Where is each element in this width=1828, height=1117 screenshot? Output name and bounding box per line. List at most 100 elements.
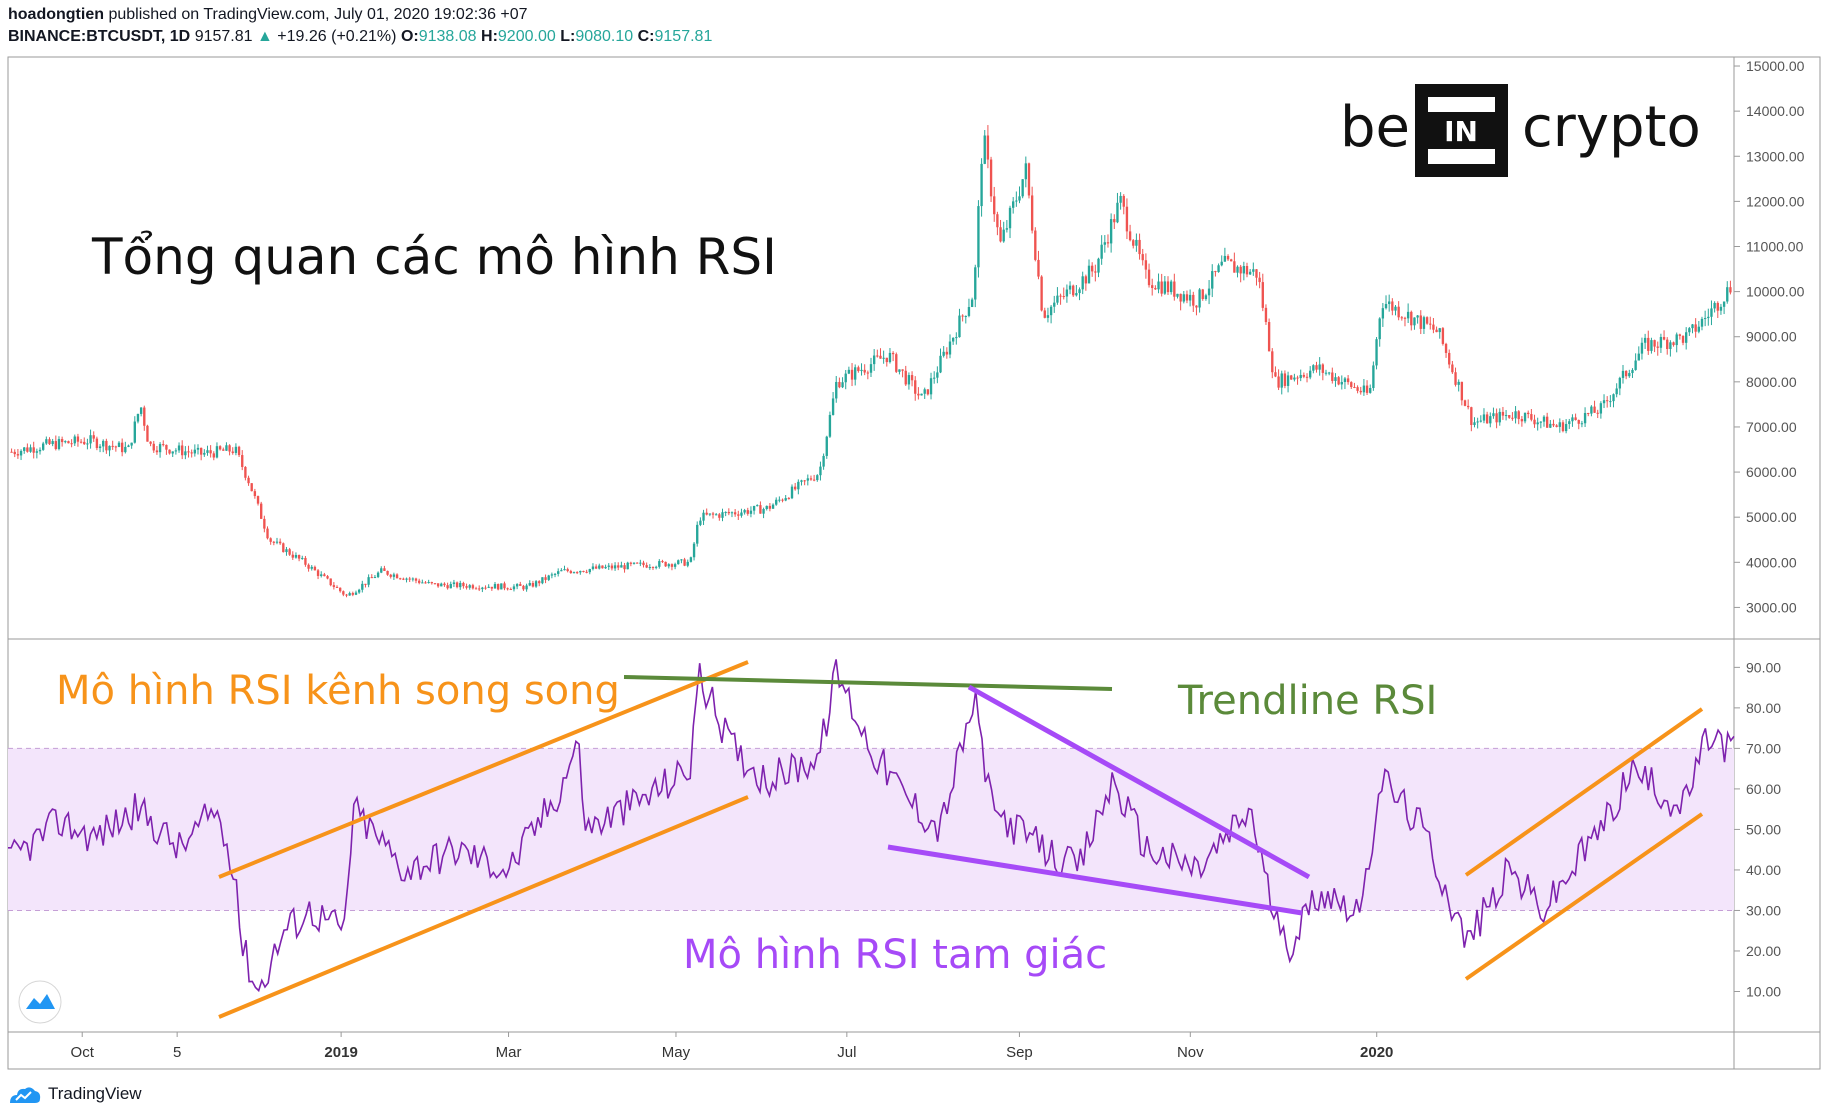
candle-body — [1078, 289, 1081, 294]
time-tick-label: May — [662, 1044, 691, 1061]
candle-body — [1681, 335, 1685, 343]
candle-body — [683, 559, 686, 566]
candle-body — [424, 582, 427, 584]
candle-body — [1558, 422, 1561, 427]
candle-body — [361, 583, 364, 590]
candle-body — [92, 435, 95, 439]
author-name[interactable]: hoadongtien — [8, 6, 104, 23]
candle-body — [1220, 261, 1223, 266]
candle-body — [1574, 417, 1577, 421]
candle-body — [1192, 294, 1195, 306]
candle-body — [399, 578, 402, 580]
candle-body — [237, 446, 241, 456]
tv-watermark-button[interactable] — [18, 980, 62, 1024]
candle-body — [1561, 422, 1565, 432]
candle-body — [165, 444, 168, 450]
candle-body — [1280, 373, 1283, 388]
candle-body — [1286, 375, 1290, 386]
candle-body — [917, 393, 920, 396]
candle-body — [1669, 342, 1672, 349]
rsi-tick-label: 80.00 — [1746, 700, 1781, 716]
candle-body — [225, 445, 228, 451]
candle-body — [206, 450, 209, 453]
candle-body — [1419, 315, 1422, 329]
candle-body — [35, 451, 39, 453]
candle-body — [768, 505, 772, 509]
candle-body — [288, 549, 291, 555]
candle-body — [752, 505, 756, 511]
candle-body — [332, 585, 336, 587]
candle-body — [926, 389, 930, 395]
candle-body — [493, 584, 497, 589]
candle-body — [632, 562, 636, 564]
candle-body — [23, 447, 26, 451]
candle-body — [1179, 293, 1182, 302]
candle-body — [1422, 317, 1426, 329]
candle-body — [689, 557, 693, 562]
price-tick-label: 4000.00 — [1746, 554, 1797, 570]
candle-body — [468, 585, 471, 588]
candle-body — [222, 449, 225, 451]
candle-body — [38, 449, 42, 452]
candle-body — [177, 445, 181, 451]
candle-body — [1375, 339, 1378, 366]
candle-body — [73, 436, 76, 444]
triangle-upper-line — [967, 684, 1311, 880]
candle-body — [1113, 219, 1116, 223]
candle-body — [844, 373, 847, 383]
candle-body — [522, 585, 525, 590]
candle-body — [1321, 364, 1325, 373]
beincrypto-logo: be IN crypto — [1340, 84, 1701, 177]
candle-body — [1713, 302, 1716, 309]
footer-brand[interactable]: TradingView — [48, 1084, 142, 1103]
candle-body — [528, 583, 531, 586]
candle-body — [512, 586, 516, 590]
candle-body — [1587, 412, 1590, 414]
candle-body — [1207, 288, 1211, 296]
candle-body — [1552, 423, 1555, 426]
candle-body — [158, 444, 162, 453]
candle-body — [1362, 385, 1366, 393]
candle-body — [1666, 339, 1669, 349]
price-tick-label: 12000.00 — [1746, 193, 1805, 209]
candle-body — [1659, 337, 1663, 348]
channel2-upper-line — [1464, 707, 1704, 877]
candle-body — [857, 367, 860, 372]
candle-body — [45, 439, 48, 444]
candle-body — [139, 407, 143, 414]
candle-body — [1369, 388, 1372, 393]
candle-body — [942, 351, 945, 356]
chart-title: Tổng quan các mô hình RSI — [91, 228, 777, 286]
candle-body — [506, 588, 509, 590]
triangle-pattern-label: Mô hình RSI tam giác — [683, 932, 1107, 978]
candle-body — [636, 562, 639, 564]
candle-body — [806, 478, 809, 481]
candle-body — [1217, 265, 1220, 273]
candle-body — [1451, 364, 1454, 373]
candle-body — [828, 414, 832, 437]
open-value: 9138.08 — [418, 28, 477, 45]
candle-body — [1223, 255, 1227, 262]
channel-lower-line — [218, 795, 749, 1019]
candle-body — [1650, 340, 1653, 351]
candle-body — [1021, 179, 1024, 197]
candle-body — [1590, 406, 1593, 414]
candle-body — [819, 466, 822, 476]
candle-body — [1008, 207, 1012, 229]
candle-body — [557, 571, 560, 574]
watermark-circle — [18, 980, 62, 1024]
candle-body — [146, 425, 149, 442]
candle-body — [1122, 195, 1125, 207]
candle-body — [1454, 372, 1457, 385]
candle-body — [1097, 258, 1100, 273]
rsi-pane[interactable]: 10.00 20.00 30.00 40.00 50.00 60.00 70.00 80.00… — [8, 659, 1781, 1024]
candle-body — [1176, 293, 1179, 297]
candle-body — [1087, 265, 1091, 284]
candle-body — [1378, 318, 1381, 340]
candle-body — [1489, 416, 1492, 424]
price-tick-label: 3000.00 — [1746, 599, 1797, 615]
candle-body — [48, 439, 51, 445]
candle-body — [1508, 415, 1511, 418]
price-pane[interactable]: 3000.00 4000.00 5000.00 6000.00 7000.00 8000.… — [7, 56, 1821, 1070]
